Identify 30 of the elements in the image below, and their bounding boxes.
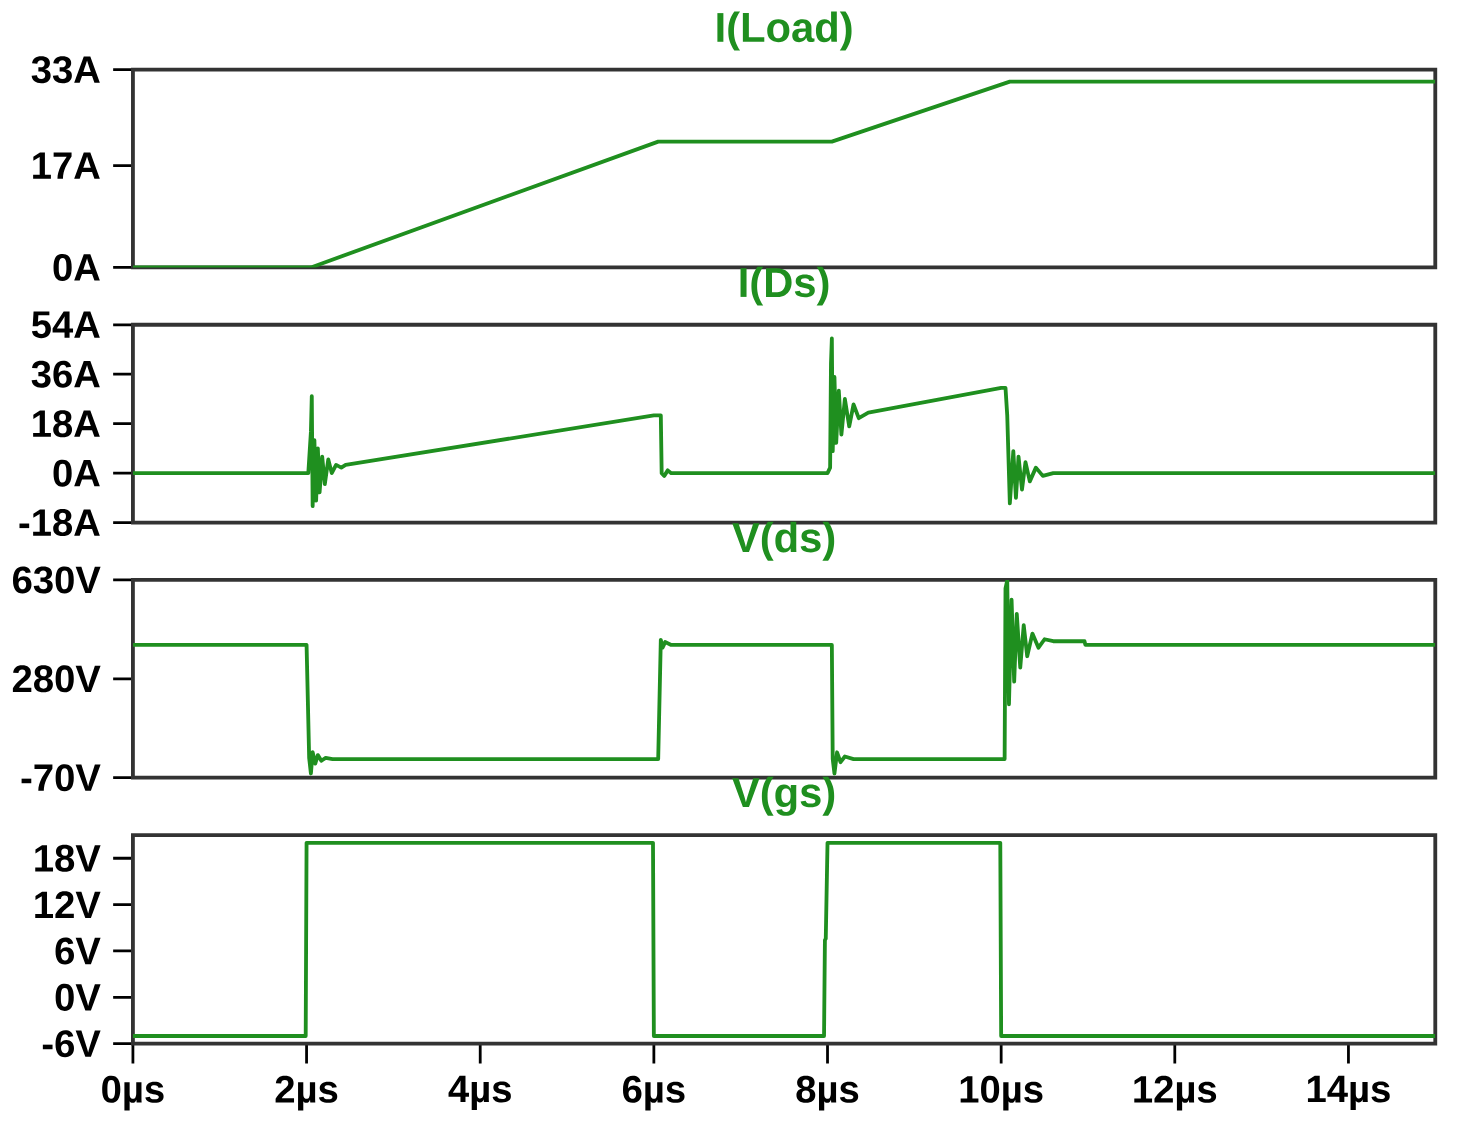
y-tick-label: -18A [19, 509, 100, 537]
y-tick-label: 54A [31, 311, 100, 339]
y-tick-label: 280V [12, 665, 101, 693]
x-tick-label: 14µs [1307, 1075, 1390, 1111]
y-tick-label: 17A [33, 152, 100, 179]
y-tick-label: 6V [55, 937, 101, 965]
chart-title: V(ds) [732, 521, 835, 561]
x-tick-label: 8µs [796, 1075, 859, 1111]
y-tick-label: -6V [42, 1030, 101, 1058]
chart-title: I(Load) [717, 11, 852, 51]
y-tick-label: 36A [31, 360, 100, 388]
line-series [132, 336, 1436, 509]
y-tick-label: 0A [53, 459, 100, 487]
x-tick-label: 4µs [448, 1075, 511, 1111]
y-tick-label: 18V [35, 844, 101, 872]
y-tick-label: -70V [21, 764, 101, 792]
x-tick-label: 0µs [102, 1075, 164, 1111]
x-tick-label: 2µs [275, 1075, 338, 1111]
y-tick-label: 12V [35, 891, 101, 919]
x-tick-label: 12µs [1134, 1075, 1217, 1111]
line-series [132, 840, 1436, 1038]
x-tick-label: 10µs [960, 1075, 1043, 1111]
y-tick-label: 0A [53, 254, 100, 282]
y-tick-label: 33A [31, 56, 100, 84]
y-tick-label: 0V [55, 983, 101, 1011]
x-tick-label: 6µs [623, 1075, 685, 1111]
y-tick-label: 630V [13, 566, 101, 594]
chart-title: I(Ds) [740, 266, 829, 306]
y-tick-label: 18A [33, 410, 100, 438]
chart-title: V(gs) [732, 776, 835, 816]
